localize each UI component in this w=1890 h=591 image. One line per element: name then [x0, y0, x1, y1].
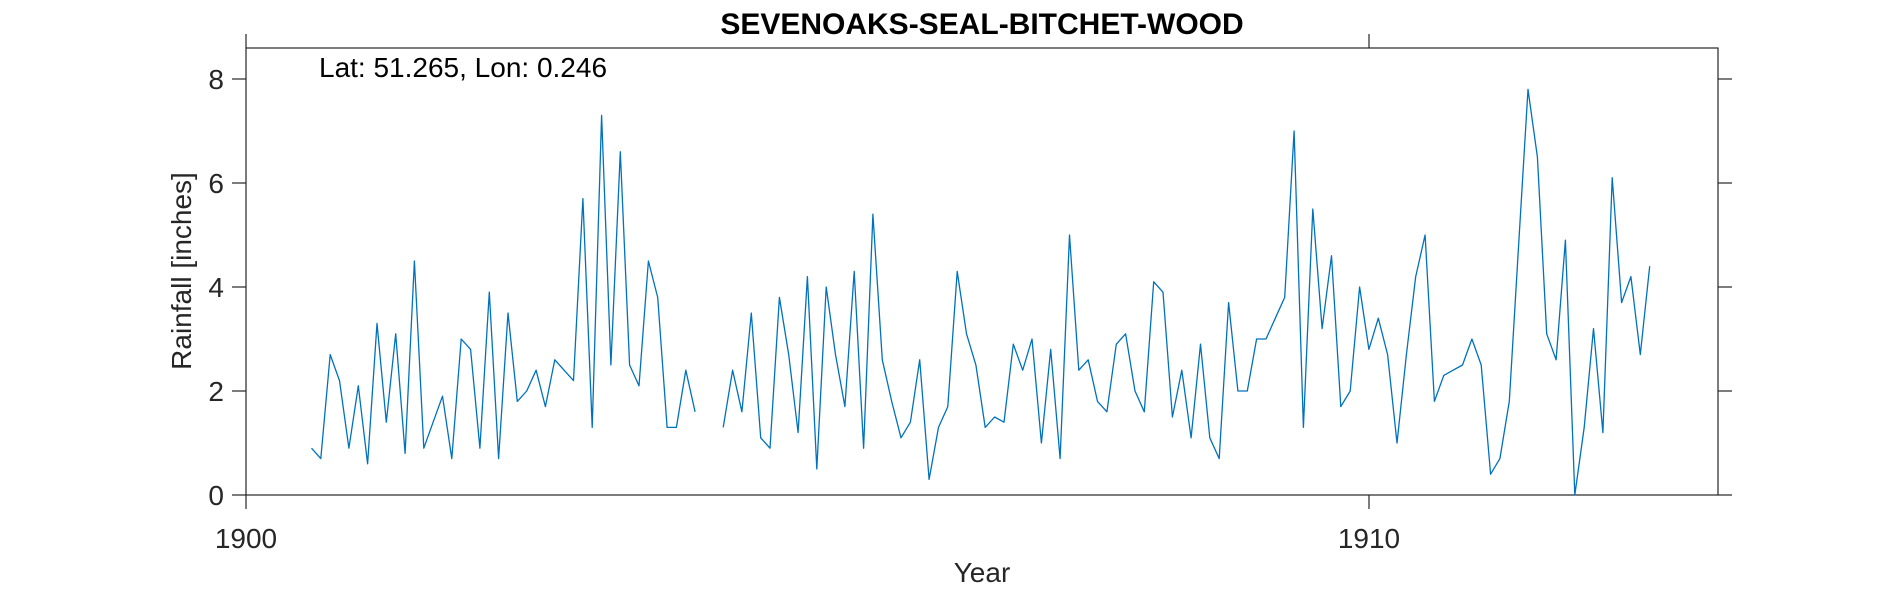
series-line — [311, 88, 1651, 496]
x-tick-label: 1900 — [215, 523, 277, 554]
x-tick-labels: 1900 1910 — [215, 523, 1400, 554]
y-axis-label: Rainfall [inches] — [166, 172, 197, 370]
y-tick-label: 8 — [208, 64, 224, 95]
y-tick-label: 0 — [208, 480, 224, 511]
location-annotation: Lat: 51.265, Lon: 0.246 — [319, 52, 607, 83]
plot-area — [245, 47, 1719, 496]
x-tick-label: 1910 — [1338, 523, 1400, 554]
series-segment — [722, 88, 1651, 496]
x-ticks — [245, 34, 1370, 509]
chart-title: SEVENOAKS-SEAL-BITCHET-WOOD — [720, 8, 1243, 41]
y-tick-label: 4 — [208, 272, 224, 303]
x-axis-label: Year — [954, 557, 1011, 588]
y-tick-label: 2 — [208, 376, 224, 407]
y-tick-labels: 0 2 4 6 8 — [208, 64, 224, 511]
y-ticks-right — [1718, 78, 1732, 496]
y-ticks-left — [232, 78, 246, 496]
series-segment — [311, 114, 696, 465]
y-tick-label: 6 — [208, 168, 224, 199]
